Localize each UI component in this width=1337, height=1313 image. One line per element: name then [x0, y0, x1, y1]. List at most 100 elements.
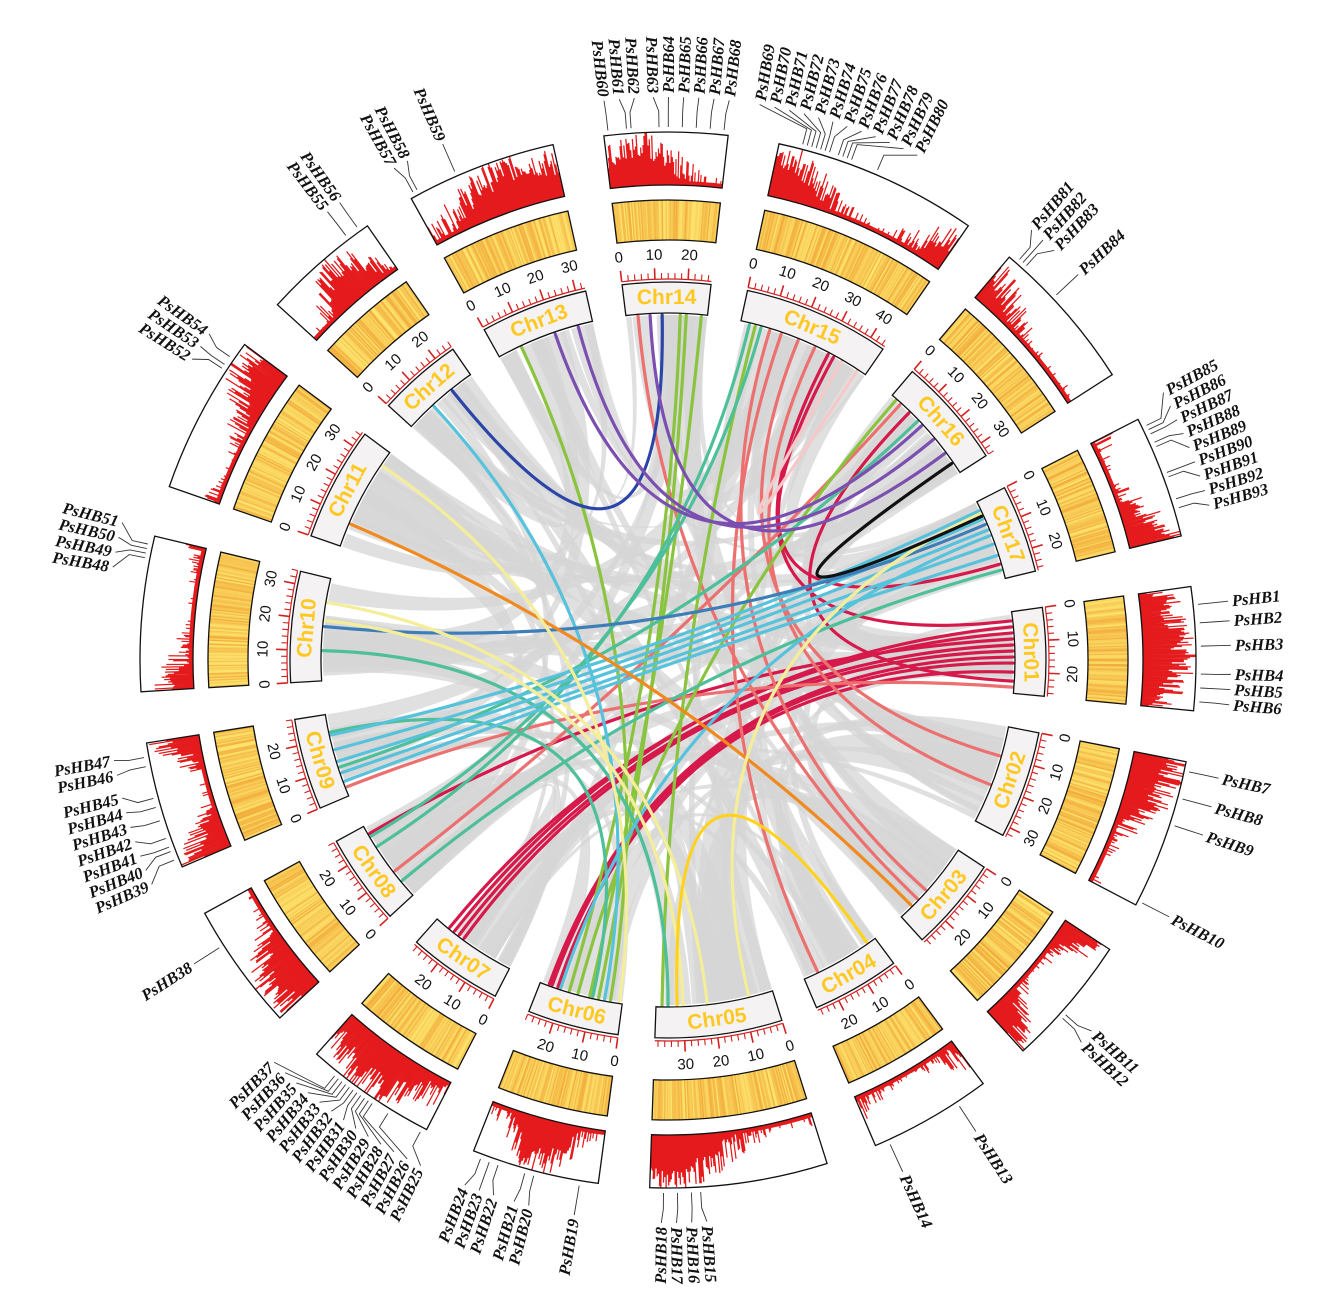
density-cell: [901, 277, 926, 312]
density-cell: [343, 332, 373, 363]
tick-mark: [579, 282, 583, 290]
density-cell: [403, 1003, 428, 1038]
chromosome-label-box: [1010, 606, 1047, 698]
tick-mark: [336, 459, 343, 464]
density-cell: [658, 1079, 661, 1120]
density-cell: [224, 771, 264, 784]
gene-pair-link: [808, 411, 1014, 683]
tick-label: 10: [1032, 497, 1054, 519]
density-cell: [1015, 402, 1051, 427]
density-cell: [1060, 809, 1099, 825]
density-cell: [244, 479, 282, 497]
density-cell: [825, 233, 842, 272]
tick-mark: [1033, 552, 1040, 555]
density-cell: [751, 1071, 762, 1111]
tick-mark: [977, 433, 983, 439]
density-cell: [503, 1052, 520, 1091]
density-cell: [401, 283, 427, 318]
gene-label: PsHB59: [409, 84, 450, 145]
gene-pair-link: [648, 313, 947, 533]
tick-label: 0: [614, 249, 624, 267]
gene-connector: [192, 358, 223, 369]
density-cell: [991, 366, 1023, 393]
density-cell: [395, 998, 421, 1032]
tick-label: 10: [1047, 762, 1068, 783]
density-cell: [761, 1069, 772, 1109]
density-cell: [976, 944, 1007, 973]
density-cell: [804, 225, 820, 264]
gene-connector: [877, 154, 918, 171]
density-cell: [858, 250, 879, 287]
density-cell: [711, 1077, 718, 1118]
density-cell: [232, 795, 272, 811]
tick-label: 0: [276, 520, 295, 533]
density-cell: [1001, 914, 1035, 940]
density-cell: [983, 935, 1015, 964]
density-cell: [703, 201, 709, 242]
synteny-ribbon: [570, 323, 798, 498]
density-cell: [238, 809, 277, 826]
density-cell: [982, 354, 1014, 383]
density-cell: [364, 975, 393, 1007]
tick-mark: [775, 1025, 779, 1032]
density-cell: [602, 1075, 611, 1116]
tick-mark: [485, 318, 490, 325]
density-cell: [1087, 642, 1128, 646]
density-cell: [521, 223, 536, 262]
density-cell: [227, 781, 267, 795]
density-cell: [654, 200, 658, 241]
tick-mark: [430, 962, 439, 973]
density-cell: [1087, 685, 1128, 690]
tick-mark: [913, 360, 922, 370]
density-cell: [896, 274, 920, 309]
density-cell: [476, 240, 495, 279]
tick-mark: [338, 859, 345, 864]
density-cell: [454, 251, 475, 288]
histogram-track-border: [1089, 418, 1182, 550]
density-cell: [255, 455, 292, 475]
histogram-bars: [247, 887, 319, 1014]
density-cell: [394, 997, 420, 1032]
density-cell: [715, 1077, 722, 1118]
density-cell: [400, 284, 426, 319]
density-cell: [676, 200, 680, 241]
density-cell: [911, 1001, 937, 1035]
tick-mark: [754, 283, 757, 290]
tick-mark: [436, 349, 441, 355]
density-cell: [700, 201, 705, 242]
density-cell: [250, 465, 288, 484]
density-cell: [384, 296, 411, 330]
density-cell: [251, 462, 289, 482]
density-cell: [242, 483, 281, 501]
density-cell: [727, 1075, 735, 1116]
density-cell: [256, 453, 293, 473]
density-cell: [915, 998, 941, 1032]
tick-mark: [312, 507, 318, 511]
gene-pair-link: [432, 404, 620, 1001]
density-cell: [1051, 830, 1089, 849]
density-cell: [665, 200, 668, 241]
gene-connector: [1182, 798, 1212, 808]
density-cell: [528, 1060, 543, 1099]
density-cell: [211, 599, 252, 606]
density-cell: [972, 948, 1003, 978]
density-cell: [210, 608, 251, 615]
density-cell: [419, 1013, 443, 1048]
tick-mark: [467, 985, 472, 992]
density-cell: [508, 227, 525, 266]
density-cell: [1017, 891, 1053, 915]
density-cell: [364, 312, 393, 344]
density-cell: [805, 225, 821, 264]
density-cell: [989, 363, 1022, 391]
density-cell: [209, 621, 250, 627]
density-cell: [1004, 910, 1038, 936]
density-cell: [391, 995, 417, 1029]
tick-baseline: [286, 570, 299, 683]
density-cell: [884, 265, 907, 301]
density-cell: [971, 949, 1002, 979]
density-cell: [642, 200, 647, 241]
density-cell: [990, 927, 1023, 955]
tick-baseline: [414, 943, 495, 1000]
tick-mark: [1025, 790, 1032, 794]
